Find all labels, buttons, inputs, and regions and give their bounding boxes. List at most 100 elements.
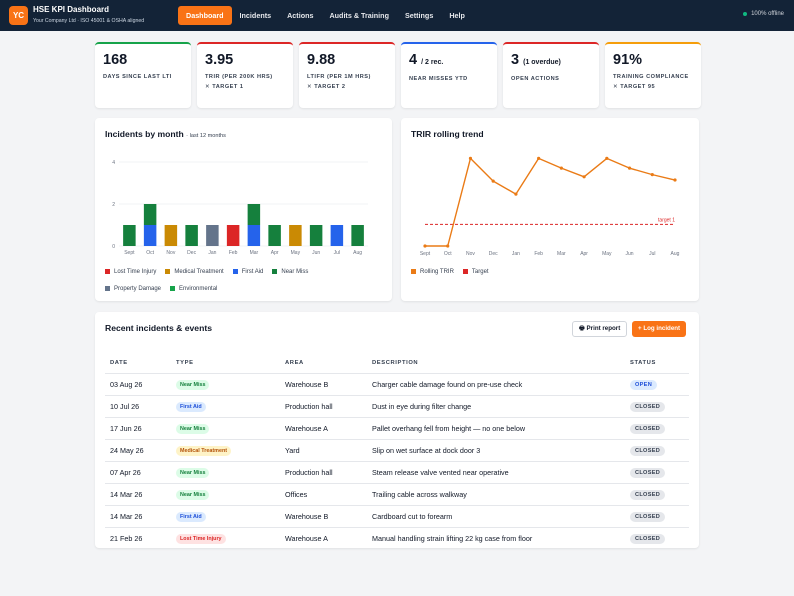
column-header-type[interactable]: Type [176,360,194,366]
trir-point[interactable] [559,166,563,170]
trir-point[interactable] [650,173,654,177]
bar-segment[interactable] [247,225,261,246]
legend-swatch [105,286,110,291]
incidents-bar-chart: 0 2 4 Sept Oct Nov Dec Jan Feb Mar Apr May Jun Jul Aug [112,160,368,256]
legend-item[interactable]: Medical Treatment [165,263,224,280]
trir-point[interactable] [491,179,495,183]
bar-segment[interactable] [330,225,344,246]
bar-segment[interactable] [206,225,219,246]
legend-label: Lost Time Injury [114,268,157,275]
legend-swatch [170,286,176,291]
trir-chart-legend: Rolling TRIR Target [411,263,681,280]
kpi-value-suffix: (1 overdue) [523,59,561,66]
log-incident-button[interactable]: + Log incident [632,321,687,337]
cell-type: Near Miss [176,374,210,396]
bar-segment[interactable] [351,225,364,246]
trir-point[interactable] [627,166,632,170]
column-header-description[interactable]: Description [372,360,419,366]
legend-label: Property Damage [114,285,162,292]
table-row[interactable]: 21 Feb 26 Lost Time Injury Warehouse A Manu… [105,527,689,549]
bar-segment[interactable] [164,225,178,246]
kpi-value-wrap: 3 (1 overdue) [511,52,591,71]
nav-dashboard[interactable]: Dashboard [178,6,232,25]
legend-item[interactable]: Rolling TRIR [411,263,454,280]
trir-point[interactable] [605,156,609,161]
table-row[interactable]: 07 Apr 26 Near Miss Production hall Steam r… [105,461,689,483]
legend-item[interactable]: First Aid [232,263,263,280]
kpi-target: ✕ Target 2 [307,84,346,90]
kpi-value: 91% [613,52,643,68]
table-row[interactable]: 14 Mar 26 Near Miss Offices Trailing cable … [105,483,689,505]
bar-segment[interactable] [143,225,157,246]
cell-status: CLOSED [630,528,666,550]
nav-audits-training[interactable]: Audits & Training [329,11,389,20]
kpi-target: ✕ Target 1 [205,84,244,90]
legend-item[interactable]: Environmental [170,280,217,297]
column-header-area[interactable]: Area [285,360,304,366]
column-header-status[interactable]: Status [630,360,656,366]
legend-item[interactable]: Property Damage [105,280,161,297]
incidents-chart-legend: Lost Time Injury Medical Treatment First A… [105,263,375,297]
kpi-training-compliance: 91% Training compliance ✕ Target 95 [605,42,701,108]
nav-incidents[interactable]: Incidents [239,11,272,20]
bar-segment[interactable] [309,225,323,246]
legend-item[interactable]: Near Miss [272,263,308,280]
x-tick-label: Oct [444,251,452,257]
print-report-button[interactable]: 🖶 Print report [572,321,628,337]
trir-point[interactable] [582,175,586,179]
trir-point[interactable] [673,178,677,182]
trir-point[interactable] [446,244,450,248]
cell-date: 10 Jul 26 [110,402,140,411]
nav-actions[interactable]: Actions [287,11,314,20]
kpi-value: 9.88 [307,52,336,68]
legend-item[interactable]: Target [462,263,489,280]
x-tick-label: Apr [271,250,279,256]
trir-point[interactable] [468,156,473,161]
bar-segment[interactable] [226,225,240,246]
trir-point[interactable] [423,244,427,248]
bar-segment[interactable] [268,225,281,246]
incident-type-badge: Lost Time Injury [176,534,226,545]
cell-status: CLOSED [630,396,666,418]
x-tick-label: Jun [312,250,320,256]
offline-status: 100% offline [743,11,784,17]
x-tick-label: Dec [187,250,196,256]
bar-segment[interactable] [247,204,261,225]
table-row[interactable]: 10 Jul 26 First Aid Production hall Dust in… [105,395,689,417]
legend-swatch [411,269,416,274]
x-tick-label: Mar [250,250,259,256]
legend-label: Medical Treatment [174,268,224,275]
table-row[interactable]: 14 Mar 26 First Aid Warehouse B Cardboard c… [105,505,689,527]
recent-incidents-panel: Recent incidents & events 🖶 Print report… [95,312,699,548]
kpi-value: 3.95 [205,52,234,68]
bar-segment[interactable] [289,225,302,246]
x-tick-label: Dec [489,251,498,257]
cell-date: 07 Apr 26 [110,468,141,477]
cell-type: Lost Time Injury [176,528,226,550]
legend-label: Rolling TRIR [420,268,454,275]
column-header-date[interactable]: Date [110,360,128,366]
kpi-label: LTIFR (per 1M hrs) [307,74,371,80]
table-row[interactable]: 24 May 26 Medical Treatment Yard Slip on we… [105,439,689,461]
kpi-value-wrap: 4 / 2 rec. [409,52,489,71]
table-row[interactable]: 03 Aug 26 Near Miss Warehouse B Charger cab… [105,373,689,395]
incidents-by-month-panel: Incidents by month · last 12 months 0 2 4 S… [95,118,392,301]
kpi-label: Days since last LTI [103,74,172,80]
trir-chart-title: TRIR rolling trend [411,129,484,139]
trir-line-chart: target 1 Sept Oct Nov Dec Jan Feb Mar Apr May Jun J… [420,156,680,257]
nav-settings[interactable]: Settings [404,11,434,20]
x-tick-label: May [602,251,612,257]
bar-segment[interactable] [143,204,157,225]
bar-segment[interactable] [185,225,198,246]
table-row[interactable]: 17 Jun 26 Near Miss Warehouse A Pallet over… [105,417,689,439]
company-logo: YC [9,6,28,25]
kpi-target: ✕ Target 95 [613,84,656,90]
legend-item[interactable]: Lost Time Injury [105,263,156,280]
cell-description: Manual handling strain lifting 22 kg cas… [372,534,533,543]
bar-segment[interactable] [123,225,136,246]
trir-trend-panel: TRIR rolling trend target 1 Sept Oct Nov Dec… [401,118,699,301]
trir-point[interactable] [537,156,541,161]
status-badge: CLOSED [630,490,666,501]
nav-help[interactable]: Help [449,11,465,20]
trir-point[interactable] [514,192,518,196]
